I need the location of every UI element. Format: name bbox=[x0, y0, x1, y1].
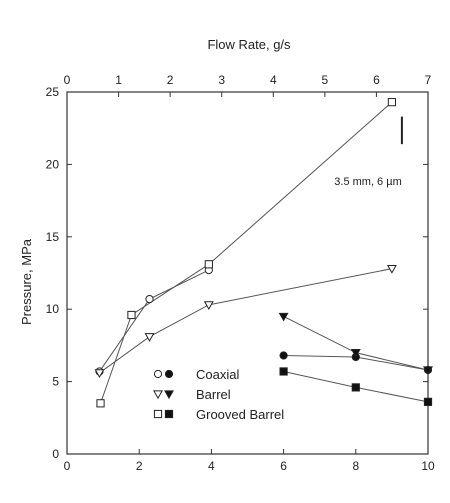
annotation-label: 3.5 mm, 6 µm bbox=[334, 176, 401, 188]
top-tick-label: 5 bbox=[322, 73, 329, 87]
top-tick-label: 6 bbox=[373, 73, 380, 87]
ticks: 0 1 2 3 4 5 6 7 0 2 4 6 8 10 0 5 10 15 20 25 bbox=[46, 73, 435, 473]
legend-label: Barrel bbox=[196, 387, 231, 402]
y-tick-label: 15 bbox=[46, 230, 60, 244]
top-tick-label: 3 bbox=[218, 73, 225, 87]
top-tick-label: 0 bbox=[64, 73, 71, 87]
legend-marker-filled bbox=[164, 390, 174, 400]
legend-marker-filled bbox=[164, 409, 174, 419]
square-marker bbox=[96, 399, 105, 408]
bottom-tick-label: 4 bbox=[208, 459, 215, 473]
y-tick-label: 20 bbox=[46, 157, 60, 171]
triangle-marker bbox=[203, 301, 214, 310]
square-marker bbox=[423, 397, 433, 406]
bottom-tick-label: 8 bbox=[352, 459, 359, 473]
y-tick-label: 5 bbox=[52, 375, 59, 389]
top-tick-label: 1 bbox=[115, 73, 122, 87]
square-marker bbox=[204, 260, 213, 269]
y-tick-label: 0 bbox=[52, 447, 59, 461]
bottom-tick-label: 0 bbox=[64, 459, 71, 473]
top-axis-title: Flow Rate, g/s bbox=[207, 37, 291, 52]
square-marker bbox=[387, 98, 396, 107]
series-lines bbox=[99, 101, 429, 404]
legend-label: Coaxial bbox=[196, 367, 239, 382]
axes bbox=[66, 91, 429, 455]
y-axis-title: Pressure, MPa bbox=[19, 238, 34, 325]
y-tick-label: 10 bbox=[46, 302, 60, 316]
series-line bbox=[99, 269, 210, 372]
square-marker bbox=[279, 367, 288, 376]
legend-marker-filled bbox=[164, 369, 174, 379]
legend-label: Grooved Barrel bbox=[196, 407, 284, 422]
y-tick-label: 25 bbox=[46, 85, 60, 99]
bottom-tick-label: 10 bbox=[421, 459, 435, 473]
legend: Coaxial Barrel Grooved Barrel bbox=[153, 367, 284, 422]
circle-marker bbox=[279, 351, 288, 360]
top-tick-label: 2 bbox=[167, 73, 174, 87]
triangle-marker bbox=[350, 349, 361, 358]
square-marker bbox=[351, 383, 360, 392]
top-tick-label: 4 bbox=[270, 73, 277, 87]
triangle-marker bbox=[144, 333, 155, 342]
legend-marker-open bbox=[153, 409, 163, 419]
plot-frame bbox=[66, 91, 429, 455]
legend-marker-open bbox=[153, 390, 163, 400]
series-line bbox=[100, 101, 393, 404]
triangle-marker bbox=[423, 366, 433, 376]
square-marker bbox=[127, 310, 136, 320]
triangle-marker bbox=[278, 312, 289, 322]
bottom-tick-label: 2 bbox=[136, 459, 143, 473]
series-line bbox=[283, 315, 429, 371]
series-line bbox=[99, 268, 392, 374]
top-tick-label: 7 bbox=[425, 73, 432, 87]
legend-marker-open bbox=[153, 369, 163, 379]
series-markers bbox=[94, 98, 433, 408]
triangle-marker bbox=[386, 265, 397, 274]
circle-marker bbox=[145, 294, 154, 304]
bottom-tick-label: 6 bbox=[280, 459, 287, 473]
triangle-marker bbox=[94, 369, 105, 379]
